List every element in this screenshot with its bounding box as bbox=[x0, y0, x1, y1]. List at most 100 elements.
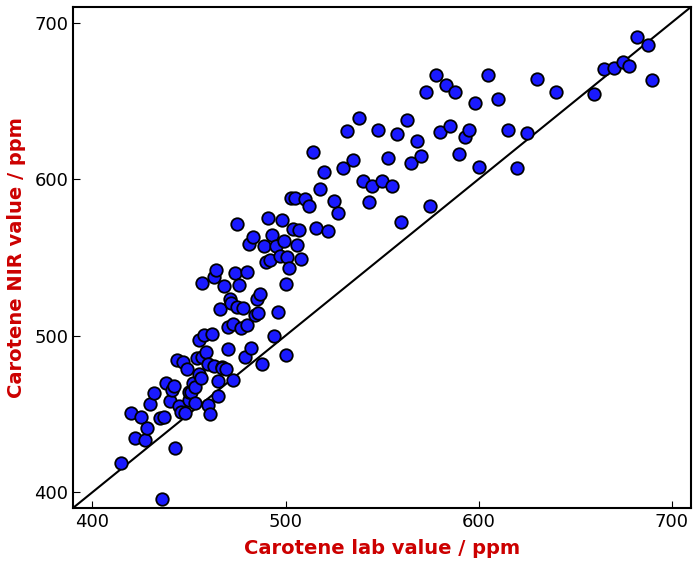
Point bbox=[285, 194, 297, 203]
Point bbox=[363, 197, 374, 206]
Point bbox=[411, 137, 422, 146]
Point bbox=[469, 98, 480, 107]
Point bbox=[618, 58, 629, 67]
Point bbox=[550, 87, 561, 96]
Point bbox=[424, 202, 436, 211]
Point bbox=[311, 223, 322, 232]
Point bbox=[161, 378, 172, 387]
Point bbox=[174, 401, 185, 410]
Point bbox=[222, 322, 233, 331]
Point bbox=[463, 125, 475, 134]
Point bbox=[170, 443, 181, 452]
Point bbox=[272, 307, 283, 316]
Point bbox=[348, 155, 359, 164]
Point bbox=[367, 181, 378, 190]
Point bbox=[342, 126, 353, 135]
Point bbox=[292, 240, 303, 249]
Point bbox=[274, 251, 285, 260]
Point bbox=[166, 386, 177, 395]
Point bbox=[209, 272, 220, 281]
Point bbox=[234, 281, 245, 290]
Point bbox=[415, 151, 426, 160]
Point bbox=[126, 408, 137, 418]
Point bbox=[193, 370, 205, 379]
Point bbox=[276, 216, 288, 225]
Point bbox=[187, 379, 198, 388]
Point bbox=[177, 358, 188, 367]
Point bbox=[280, 280, 291, 289]
Point bbox=[338, 163, 349, 172]
Point bbox=[270, 242, 281, 251]
Point bbox=[158, 412, 170, 421]
Point bbox=[129, 433, 140, 442]
Point bbox=[598, 65, 609, 74]
Point bbox=[386, 182, 397, 191]
Point bbox=[459, 133, 470, 142]
Point bbox=[643, 41, 654, 50]
Point bbox=[232, 303, 243, 312]
Point bbox=[230, 268, 241, 277]
Point bbox=[608, 64, 619, 73]
Point bbox=[282, 252, 293, 261]
Point bbox=[218, 281, 230, 290]
Point bbox=[589, 89, 600, 98]
Point bbox=[318, 167, 329, 176]
Point bbox=[202, 401, 214, 410]
Point bbox=[290, 194, 301, 203]
Point bbox=[237, 304, 248, 313]
Point bbox=[401, 115, 413, 124]
Point bbox=[199, 330, 210, 339]
Point bbox=[492, 94, 503, 103]
Point bbox=[184, 388, 195, 397]
Point bbox=[454, 150, 465, 159]
Point bbox=[228, 319, 239, 328]
Point bbox=[235, 324, 246, 333]
Point bbox=[315, 185, 326, 194]
Point bbox=[135, 412, 147, 421]
Point bbox=[247, 233, 258, 242]
Point bbox=[216, 362, 228, 371]
Point bbox=[243, 240, 254, 249]
Point bbox=[284, 264, 295, 273]
Point bbox=[186, 388, 197, 397]
Point bbox=[205, 410, 216, 419]
Point bbox=[440, 80, 452, 89]
Point bbox=[224, 294, 235, 303]
Point bbox=[383, 154, 394, 163]
Point bbox=[260, 258, 272, 267]
Point bbox=[288, 224, 299, 233]
Point bbox=[212, 376, 223, 385]
Point bbox=[280, 351, 291, 360]
Point bbox=[195, 373, 206, 382]
Point bbox=[623, 62, 634, 71]
Point bbox=[278, 236, 289, 245]
Point bbox=[168, 381, 179, 390]
Point bbox=[249, 311, 260, 320]
Point bbox=[220, 365, 231, 374]
Point bbox=[184, 395, 195, 404]
Point bbox=[373, 125, 384, 134]
Point bbox=[139, 435, 150, 444]
Point bbox=[473, 163, 484, 172]
Point bbox=[116, 459, 127, 468]
Point bbox=[181, 364, 193, 373]
Point bbox=[257, 359, 268, 368]
Point bbox=[502, 126, 513, 135]
Point bbox=[307, 148, 318, 157]
Point bbox=[172, 355, 183, 364]
Point bbox=[201, 347, 212, 357]
Point bbox=[521, 128, 533, 137]
Point bbox=[434, 127, 445, 136]
Point bbox=[531, 75, 542, 84]
Point bbox=[214, 305, 225, 314]
Point bbox=[239, 353, 251, 362]
Point bbox=[242, 320, 253, 329]
Point bbox=[222, 345, 233, 354]
Point bbox=[357, 177, 369, 186]
Point bbox=[295, 254, 306, 263]
Point bbox=[444, 121, 455, 131]
Point bbox=[228, 376, 239, 385]
Point bbox=[156, 494, 168, 503]
Point bbox=[210, 266, 221, 275]
Point bbox=[299, 194, 311, 203]
